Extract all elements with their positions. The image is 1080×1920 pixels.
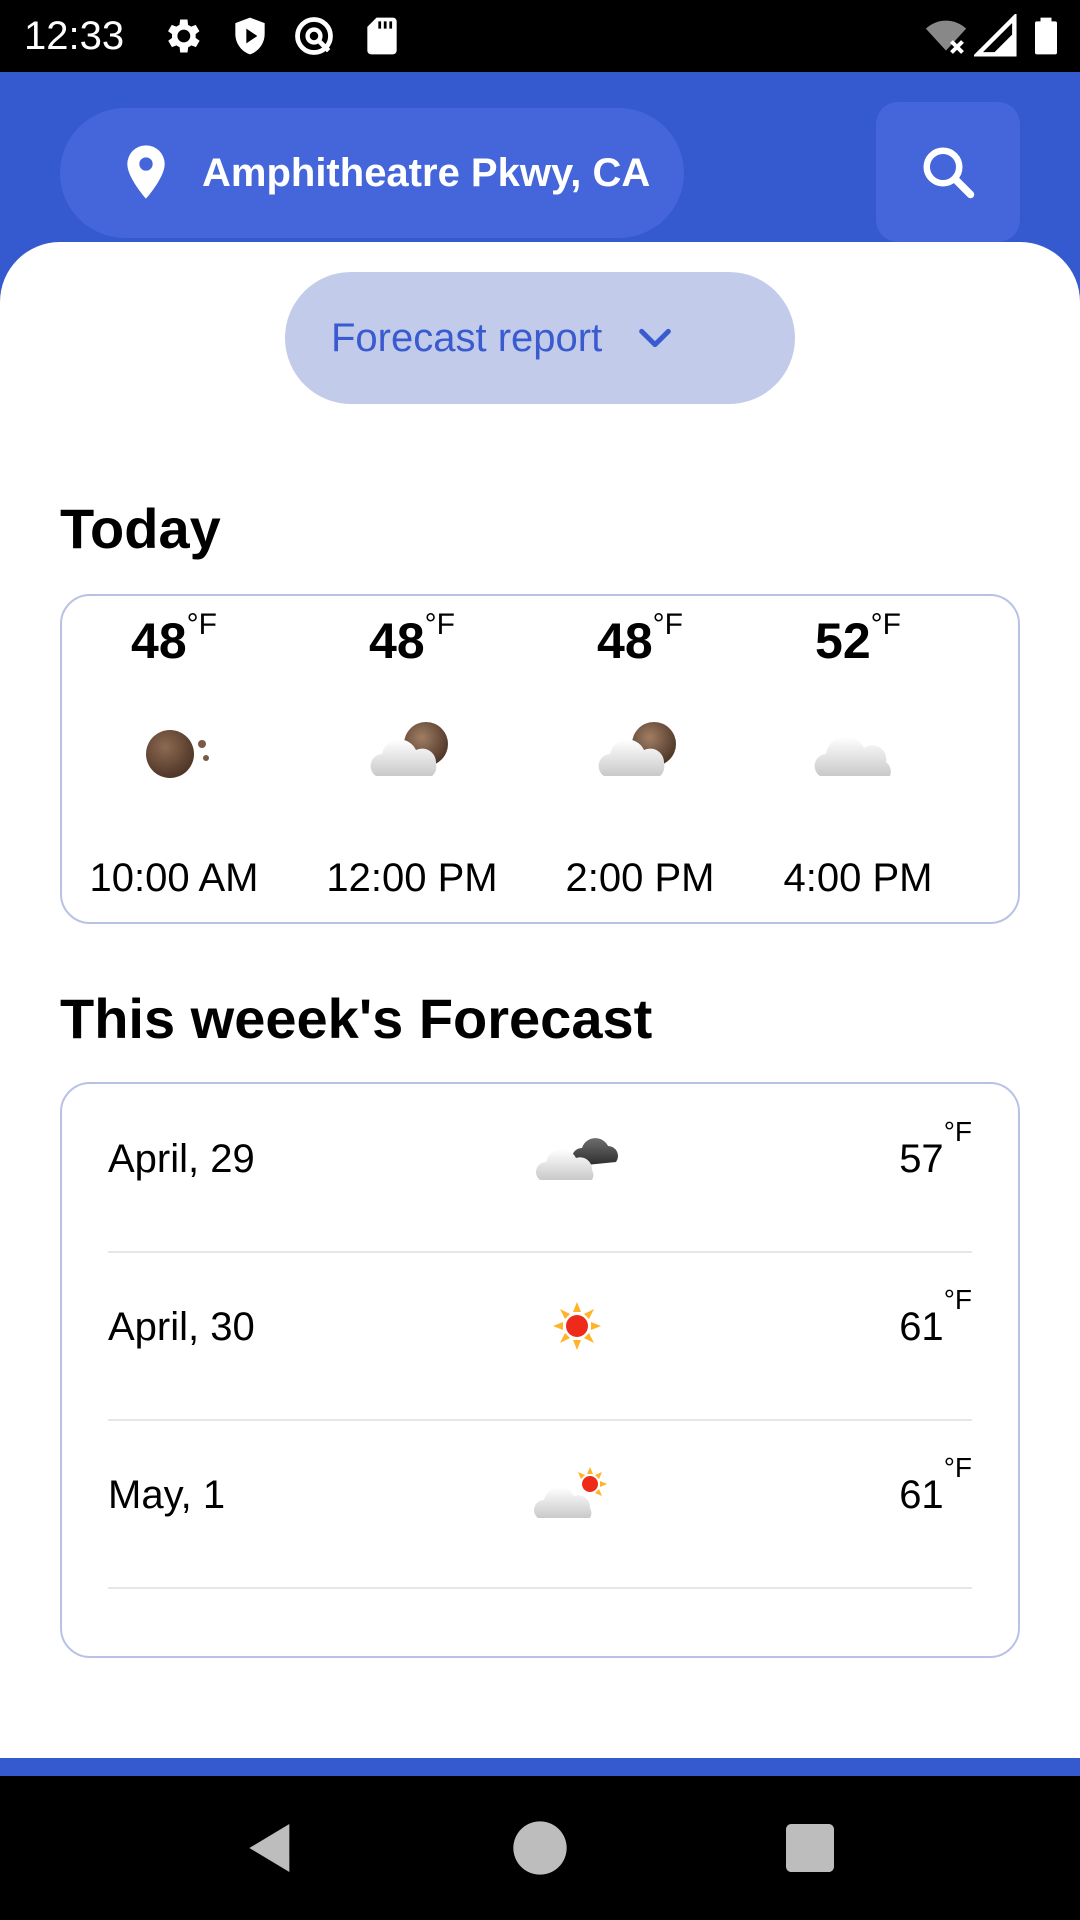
settings-icon [168,19,200,53]
hourly-forecast-card: 48°F 10:00 AM 48°F 12:00 PM 48°F [60,594,1020,924]
recents-icon[interactable] [778,1816,842,1880]
day-temp: 61°F [899,1284,972,1349]
home-icon[interactable] [508,1816,572,1880]
day-temp: 57°F [899,1116,972,1181]
hour-time: 4:00 PM [783,856,933,900]
bottom-accent-strip [0,1758,1080,1776]
hour-temp: 48°F [131,608,217,669]
status-bar: 12:33 [0,0,1080,72]
sd-card-icon [367,17,397,55]
search-button[interactable] [876,102,1020,242]
battery-icon [1035,17,1057,55]
hour-time: 10:00 AM [89,856,259,900]
location-selector[interactable]: Amphitheatre Pkwy, CA [60,108,684,238]
cloud-icon [814,736,891,776]
hour-temp: 48°F [597,608,683,669]
back-icon[interactable] [236,1816,300,1880]
hour-item[interactable]: 52°F 4:00 PM [748,596,968,922]
location-pin-icon [127,145,165,199]
hour-item[interactable]: 48°F 10:00 AM [64,596,284,922]
navigation-bar [0,1776,1080,1920]
list-item[interactable]: April, 29 57°F [108,1084,972,1253]
hour-time: 12:00 PM [326,856,498,900]
signal-icon [974,14,1017,57]
hour-temp: 52°F [815,608,901,669]
day-temp: 61°F [899,1452,972,1517]
partly-sunny-icon [534,1467,607,1518]
wifi-off-icon [925,20,967,54]
day-date: April, 29 [108,1137,255,1181]
cloudy-night-icon [370,722,448,776]
cloudy-icon [536,1138,618,1180]
location-text: Amphitheatre Pkwy, CA [202,151,651,195]
sun-icon [553,1302,601,1350]
list-item[interactable]: April, 30 61°F [108,1252,972,1421]
weekly-forecast-card: April, 29 57°F April, 30 [60,1082,1020,1658]
list-item[interactable]: May, 1 61°F [108,1420,972,1589]
cloudy-night-icon [598,722,676,776]
at-sign-icon [295,17,333,55]
header: Amphitheatre Pkwy, CA [0,72,1080,272]
week-title: This weeek's Forecast [60,987,653,1050]
chevron-down-icon [639,328,671,348]
day-date: April, 30 [108,1305,255,1349]
forecast-sheet: Forecast report Today 48°F 10:00 AM 48°F [0,242,1080,1758]
search-icon [923,147,975,199]
hour-time: 2:00 PM [565,856,715,900]
dropdown-label: Forecast report [331,316,603,360]
day-date: May, 1 [108,1473,226,1517]
hour-temp: 48°F [369,608,455,669]
hour-item[interactable]: 48°F 12:00 PM [302,596,522,922]
today-title: Today [60,497,221,560]
forecast-report-dropdown[interactable]: Forecast report [285,272,795,404]
night-partly-clear-icon [146,730,209,778]
shield-icon [235,17,265,55]
status-time: 12:33 [24,14,125,58]
hour-item[interactable]: 48°F 2:00 PM [530,596,750,922]
